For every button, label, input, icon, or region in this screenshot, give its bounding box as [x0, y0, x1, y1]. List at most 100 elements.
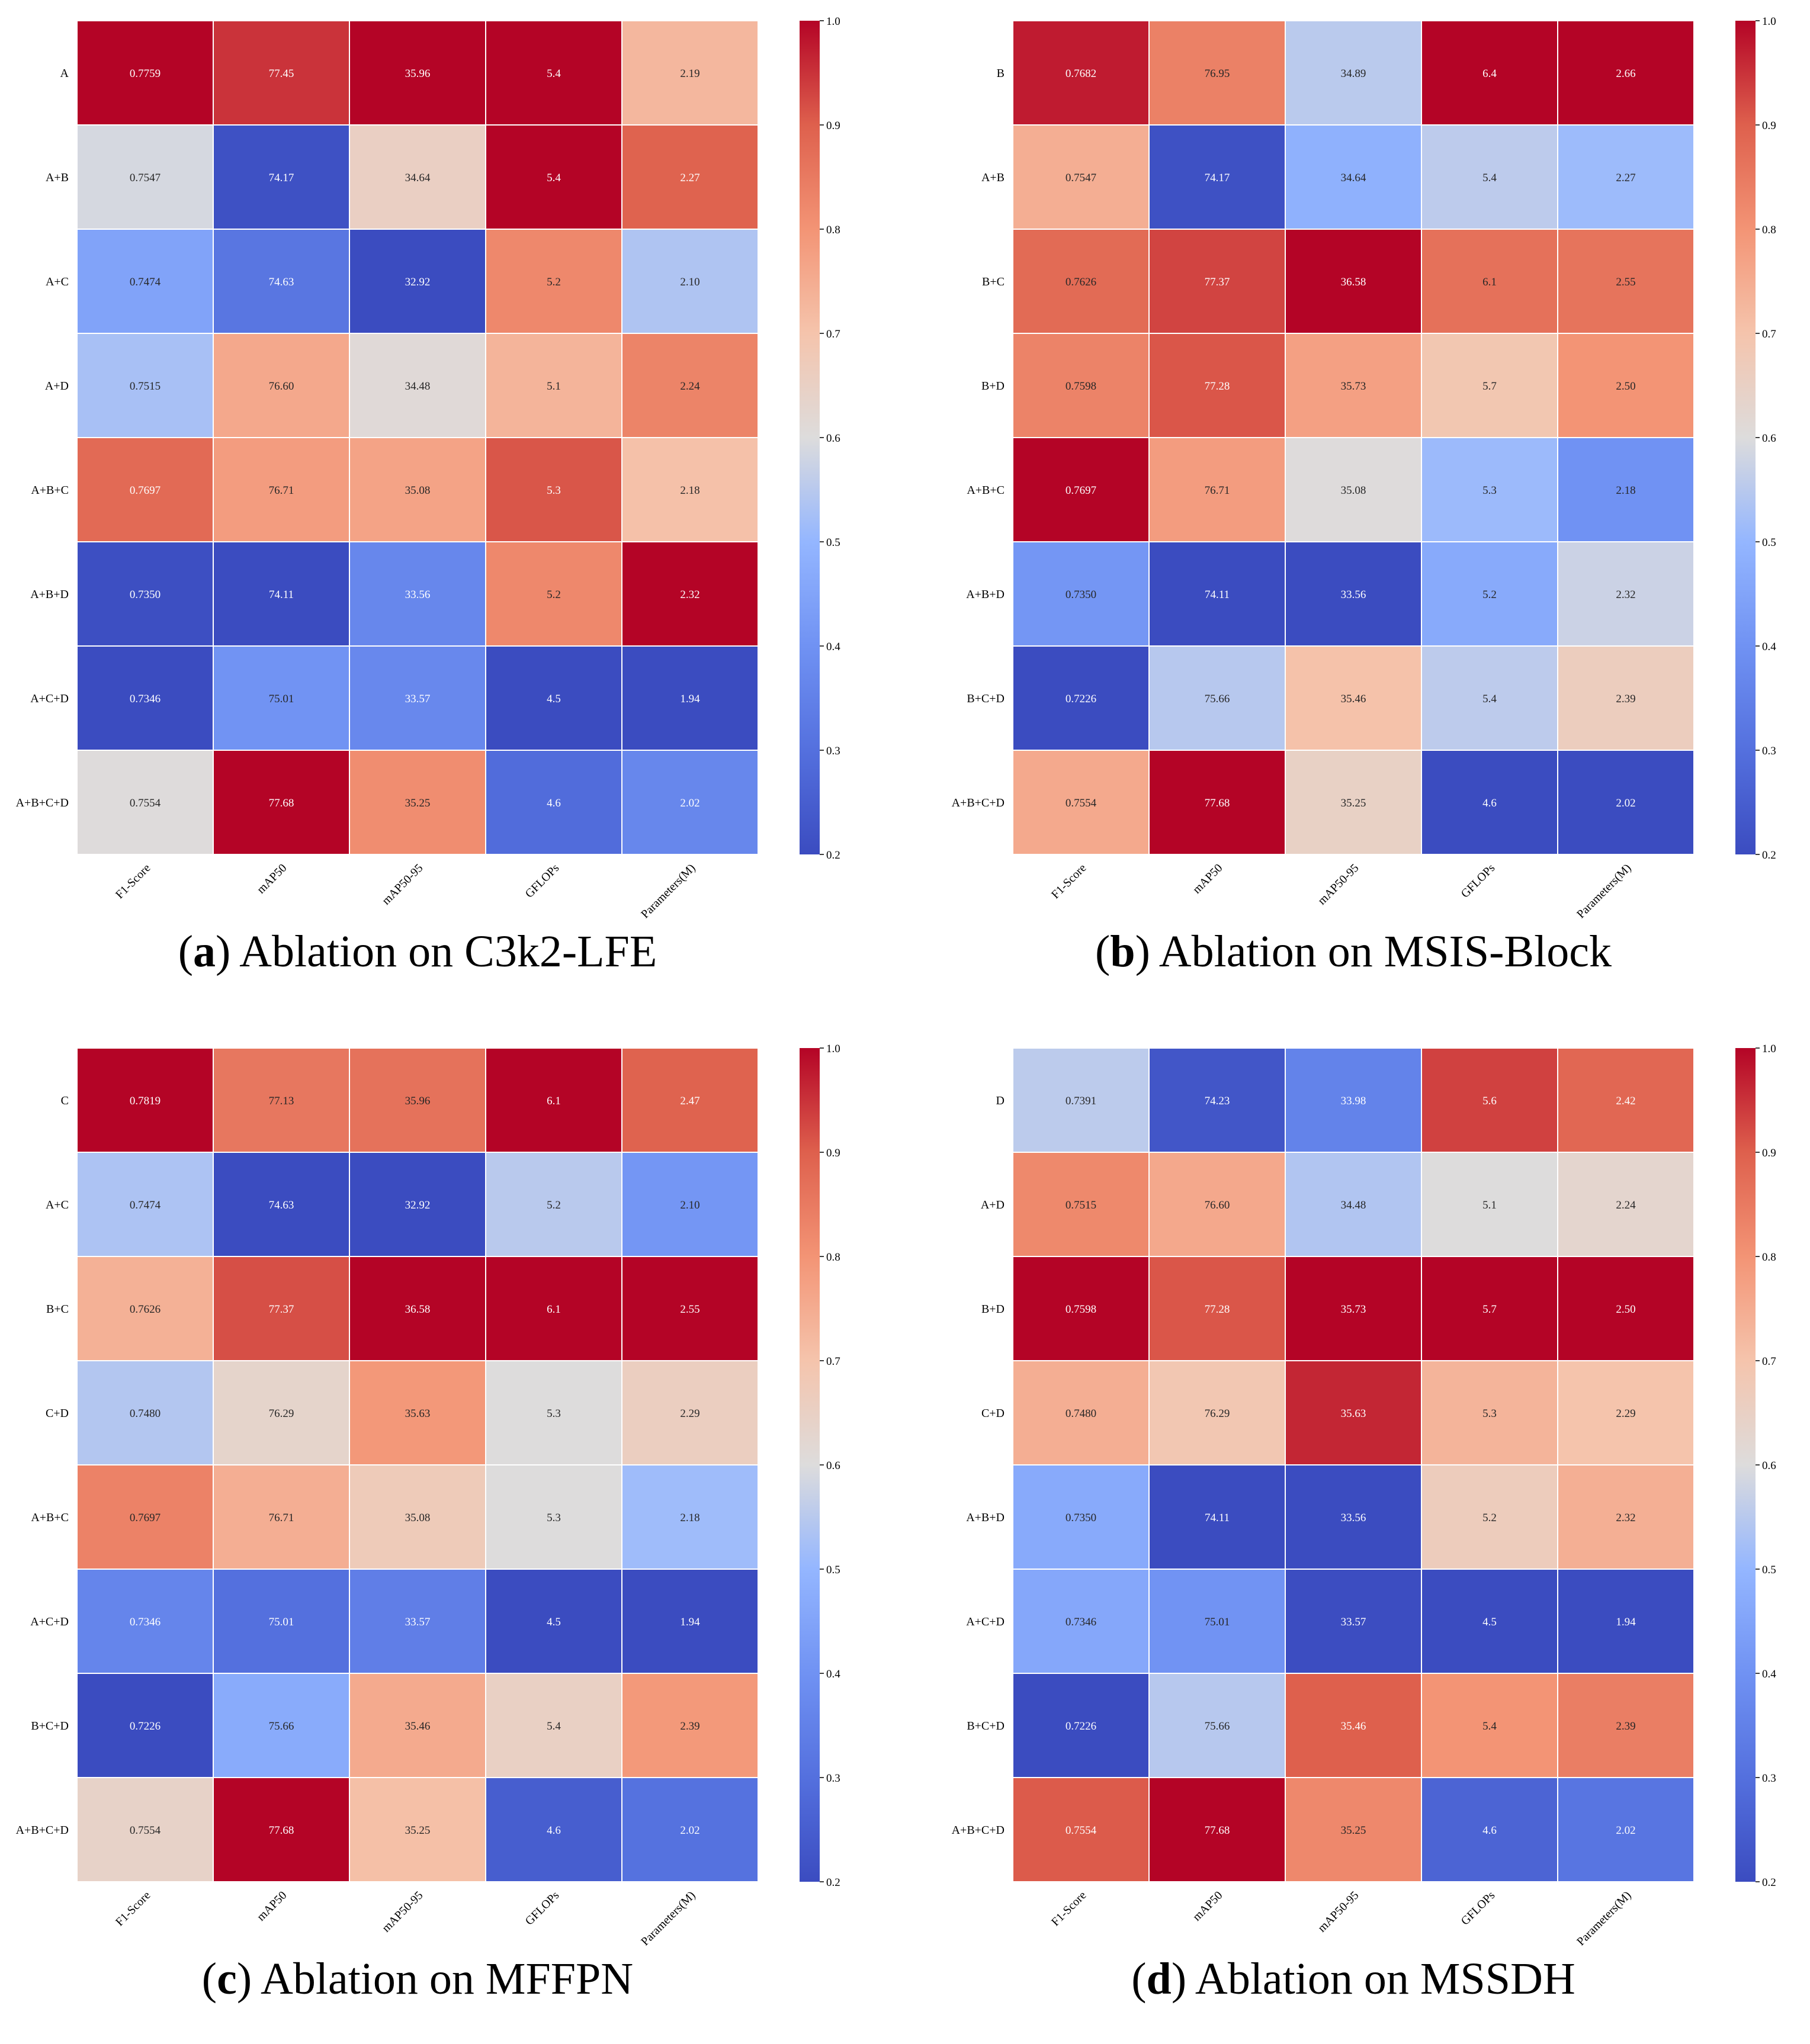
cell-value-label: 75.01 [269, 1616, 294, 1628]
heatmap-cell [485, 333, 622, 438]
row-tick-label: A+C [46, 275, 69, 288]
colorbar-tick-label: 0.8 [1762, 1251, 1776, 1264]
colorbar-tick-label: 0.3 [826, 1772, 840, 1785]
row-tick-label: B+C [46, 1303, 69, 1316]
heatmap-cell [1285, 437, 1422, 542]
heatmap-cell [621, 20, 759, 126]
row-tick-label: A+B+C+D [16, 796, 69, 809]
cell-value-label: 35.46 [405, 1720, 431, 1733]
cell-value-label: 35.96 [405, 68, 431, 80]
heatmap-cell [1148, 541, 1286, 647]
heatmap-cell [1285, 645, 1422, 751]
cell-value-label: 0.7554 [130, 797, 161, 809]
cell-value-label: 35.73 [1341, 1303, 1366, 1316]
cell-value-label: 0.7554 [130, 1824, 161, 1837]
colorbar-tick-label: 0.2 [826, 1876, 840, 1889]
cell-value-label: 5.2 [547, 276, 561, 288]
column-tick-label: GFLOPs [523, 862, 562, 901]
heatmap-panel-a: 0.7759 77.45 35.96 5.4 2.19 0.7547 74.17 34.64 5… [16, 15, 841, 976]
cell-value-label: 74.17 [1205, 172, 1230, 184]
column-tick-label: mAP50 [255, 1889, 290, 1924]
heatmap-cell [76, 1777, 214, 1882]
cell-value-label: 4.6 [1482, 1824, 1497, 1837]
heatmap-cell [1285, 541, 1422, 647]
heatmap-cell [1285, 750, 1422, 855]
colorbar-tick-label: 0.8 [1762, 224, 1776, 236]
cell-value-label: 5.4 [1482, 172, 1497, 184]
heatmap-cell [213, 1777, 350, 1882]
colorbar-tick-label: 0.9 [1762, 120, 1776, 132]
column-tick-label: F1-Score [113, 1889, 153, 1929]
cell-value-label: 0.7697 [130, 1512, 161, 1524]
heatmap-cell [1148, 124, 1286, 230]
heatmap-cell [76, 124, 214, 230]
heatmap-cell [349, 229, 486, 334]
heatmap-cell [621, 1569, 759, 1674]
cell-value-label: 33.56 [405, 589, 431, 601]
column-tick-label: mAP50 [1190, 862, 1225, 896]
cell-value-label: 0.7515 [1066, 1199, 1096, 1211]
cell-value-label: 75.01 [1205, 1616, 1230, 1628]
cell-value-label: 0.7474 [130, 1199, 161, 1211]
heatmap-cell [1421, 1360, 1558, 1465]
cell-value-label: 76.60 [1205, 1199, 1230, 1211]
heatmap-cell [1421, 541, 1558, 647]
panel-caption: (c) Ablation on MFFPN [202, 1954, 633, 2004]
cell-value-label: 75.01 [269, 693, 294, 705]
heatmap-cell [1012, 541, 1150, 647]
heatmap-cell [485, 541, 622, 647]
cell-value-label: 33.56 [1341, 1512, 1366, 1524]
cell-value-label: 33.56 [1341, 589, 1366, 601]
cell-value-label: 1.94 [1616, 1616, 1636, 1628]
cell-value-label: 5.6 [1482, 1095, 1497, 1107]
colorbar-tick-label: 0.4 [1762, 1668, 1776, 1680]
heatmap-cell [76, 20, 214, 126]
row-tick-label: A+B+D [30, 588, 69, 601]
heatmap-cell [485, 229, 622, 334]
colorbar-tick-label: 0.5 [826, 1564, 840, 1576]
cell-value-label: 77.13 [269, 1095, 294, 1107]
cell-value-label: 0.7226 [1066, 1720, 1096, 1733]
cell-value-label: 2.55 [1616, 276, 1635, 288]
cell-value-label: 2.19 [680, 68, 699, 80]
cell-value-label: 2.39 [1616, 693, 1635, 705]
cell-value-label: 2.02 [680, 797, 699, 809]
heatmap-cell [1012, 1569, 1150, 1674]
colorbar [800, 21, 820, 854]
heatmap-cell [213, 1569, 350, 1674]
cell-value-label: 0.7682 [1066, 68, 1096, 80]
cell-value-label: 4.5 [547, 693, 561, 705]
heatmap-cell [1148, 1047, 1286, 1153]
colorbar-tick-label: 0.4 [826, 641, 840, 653]
heatmap-panel-b: 0.7682 76.95 34.89 6.4 2.66 0.7547 74.17 34.64 5… [952, 15, 1777, 976]
cell-value-label: 0.7480 [130, 1407, 161, 1420]
heatmap-cell [1012, 333, 1150, 438]
heatmap-cell [1557, 20, 1695, 126]
cell-value-label: 35.73 [1341, 380, 1366, 393]
cell-value-label: 0.7547 [130, 172, 161, 184]
row-tick-label: B+D [981, 380, 1005, 393]
row-tick-label: A [60, 67, 69, 80]
row-tick-label: B+C+D [967, 1720, 1005, 1733]
cell-value-label: 5.7 [1482, 1303, 1497, 1316]
cell-value-label: 74.11 [1205, 589, 1230, 601]
cell-value-label: 33.57 [1341, 1616, 1366, 1628]
heatmap-cell [485, 750, 622, 855]
heatmap-cell [76, 1673, 214, 1778]
cell-value-label: 33.57 [405, 693, 431, 705]
heatmap-panel-d: 0.7391 74.23 33.98 5.6 2.42 0.7515 76.60 34.48 5… [952, 1043, 1777, 2004]
cell-value-label: 77.68 [269, 797, 294, 809]
heatmap-cell [1557, 333, 1695, 438]
cell-value-label: 2.42 [1616, 1095, 1635, 1107]
heatmap-cell [1285, 1673, 1422, 1778]
cell-value-label: 2.02 [680, 1824, 699, 1837]
panel-caption: (d) Ablation on MSSDH [1131, 1954, 1575, 2004]
colorbar-tick-label: 0.7 [826, 328, 840, 340]
row-tick-label: A+C+D [30, 1615, 69, 1628]
heatmap-cell [349, 1569, 486, 1674]
cell-value-label: 4.5 [1482, 1616, 1497, 1628]
cell-value-label: 2.29 [680, 1407, 699, 1420]
cell-value-label: 0.7350 [130, 589, 161, 601]
cell-value-label: 5.4 [547, 172, 561, 184]
cell-value-label: 74.11 [1205, 1512, 1230, 1524]
